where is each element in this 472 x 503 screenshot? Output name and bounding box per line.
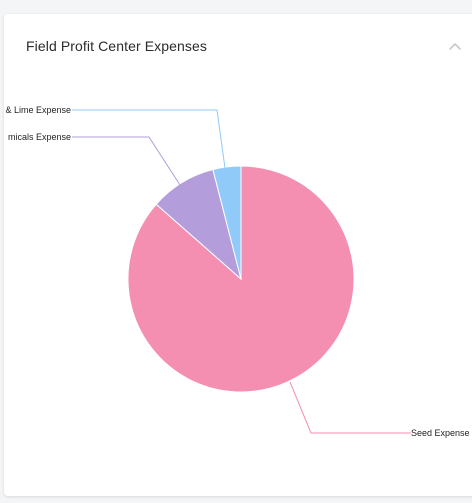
card-title: Field Profit Center Expenses — [26, 38, 207, 54]
collapse-button[interactable] — [444, 36, 466, 58]
chevron-up-icon — [449, 43, 461, 50]
chart-card: Field Profit Center Expenses — [4, 14, 472, 496]
